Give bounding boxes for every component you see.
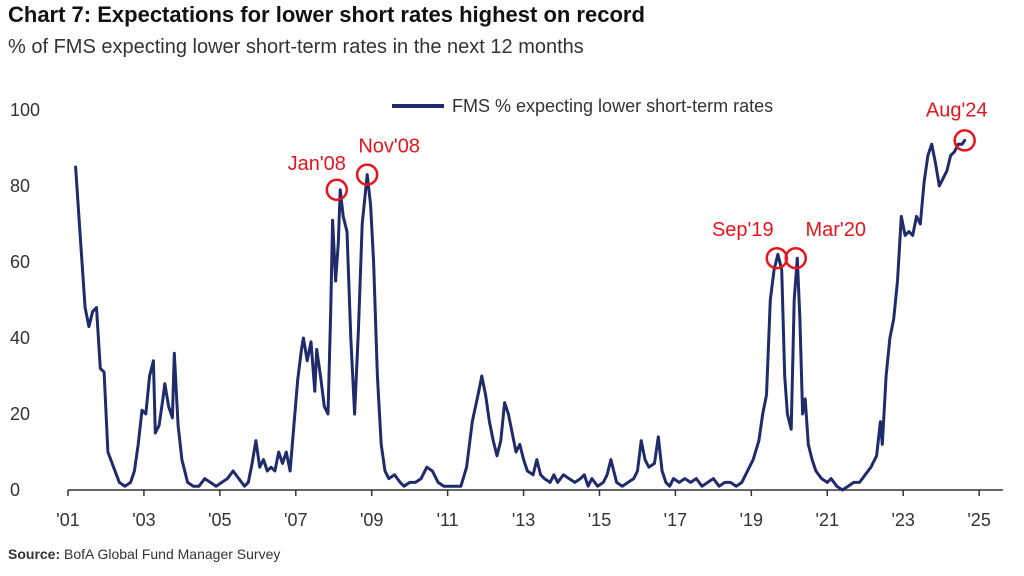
x-tick-label: '03	[132, 510, 155, 530]
x-tick-label: '23	[891, 510, 914, 530]
x-axis-ticks: '01 '03 '05 '07 '09 '11 '13 '15 '17 '19 '21 '23 '25	[56, 490, 991, 530]
y-axis-ticks: 0 20 40 60 80 100	[10, 100, 40, 500]
x-tick-label: '25	[967, 510, 990, 530]
legend-label: FMS % expecting lower short-term rates	[452, 96, 773, 116]
y-tick-label: 0	[10, 480, 20, 500]
annotation-label: Nov'08	[358, 136, 420, 158]
x-tick-label: '13	[512, 510, 535, 530]
series-line	[74, 138, 967, 492]
source-note: Source: BofA Global Fund Manager Survey	[8, 546, 280, 562]
x-tick-label: '11	[437, 510, 459, 530]
chart-subtitle: % of FMS expecting lower short-term rate…	[8, 36, 584, 58]
annotations: Jan'08 Nov'08 Sep'19 Mar'20 Aug'24	[288, 99, 988, 270]
series-group	[74, 138, 967, 492]
annotation-label: Sep'19	[712, 219, 774, 241]
annotation-circle	[325, 178, 349, 202]
x-tick-label: '09	[360, 510, 383, 530]
x-tick-label: '19	[740, 510, 763, 530]
annotation-label: Mar'20	[805, 219, 866, 241]
y-tick-label: 80	[10, 176, 30, 196]
annotation-label: Aug'24	[926, 99, 988, 121]
x-tick-label: '21	[816, 510, 839, 530]
annotation-label: Jan'08	[288, 153, 346, 175]
x-tick-label: '05	[208, 510, 231, 530]
y-tick-label: 60	[10, 252, 30, 272]
x-tick-label: '15	[588, 510, 611, 530]
y-tick-label: 40	[10, 328, 30, 348]
x-tick-label: '01	[56, 510, 79, 530]
x-tick-label: '07	[284, 510, 307, 530]
chart-title: Chart 7: Expectations for lower short ra…	[8, 2, 645, 27]
annotation-circle	[355, 163, 379, 186]
y-tick-label: 20	[10, 404, 30, 424]
source-text: BofA Global Fund Manager Survey	[64, 546, 281, 562]
y-tick-label: 100	[10, 100, 40, 120]
legend: FMS % expecting lower short-term rates	[392, 96, 773, 116]
annotation-circle	[953, 129, 976, 152]
annotation-circle	[784, 246, 808, 270]
source-label: Source:	[8, 546, 61, 562]
x-tick-label: '17	[664, 510, 687, 530]
